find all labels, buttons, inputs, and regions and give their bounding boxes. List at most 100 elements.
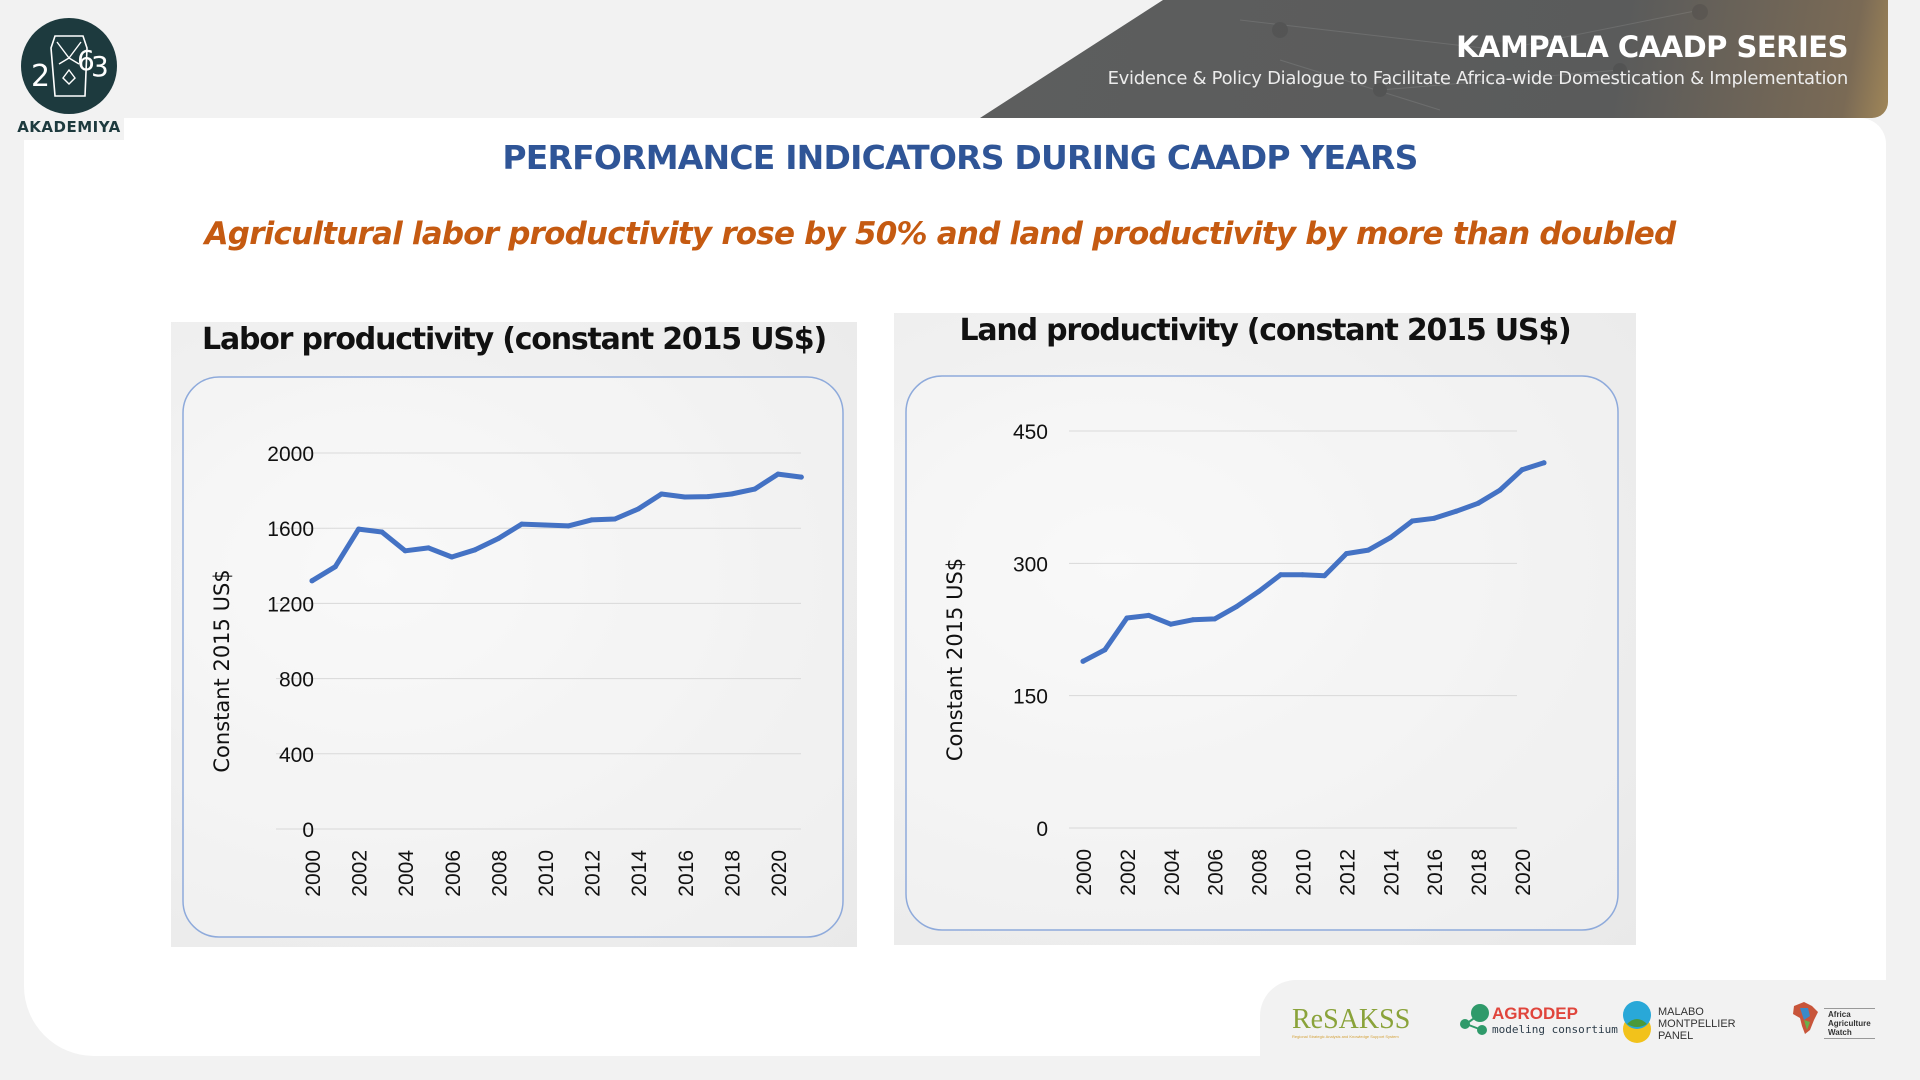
chart-title: Land productivity (constant 2015 US$) <box>959 313 1571 348</box>
x-tick-label: 2020 <box>768 850 791 897</box>
y-tick-label: 300 <box>1013 553 1048 576</box>
data-point <box>356 526 362 532</box>
data-point <box>1475 500 1481 506</box>
x-tick-label: 2018 <box>721 850 744 897</box>
data-point <box>449 554 455 560</box>
y-axis-label: Constant 2015 US$ <box>943 558 967 761</box>
series-title: KAMPALA CAADP SERIES <box>1456 30 1848 64</box>
agrodep-tagline: modeling consortium <box>1492 1023 1618 1036</box>
agrodep-network-icon <box>1460 1004 1489 1035</box>
x-tick-label: 2010 <box>535 850 558 897</box>
y-tick-label: 150 <box>1013 686 1048 709</box>
malabo-leaf-disc-icon <box>1623 1001 1651 1043</box>
y-tick-label: 400 <box>279 744 314 767</box>
x-tick-label: 2018 <box>1468 849 1491 896</box>
y-axis-label: Constant 2015 US$ <box>210 569 234 772</box>
y-tick-label: 800 <box>279 669 314 692</box>
x-tick-label: 2008 <box>1249 849 1272 896</box>
series-line <box>309 471 804 584</box>
resakss-name: ReSAKSS <box>1292 1004 1411 1035</box>
svg-text:2: 2 <box>31 59 50 94</box>
series-line <box>1080 460 1547 664</box>
x-tick-label: 2004 <box>395 850 418 897</box>
data-point <box>1300 572 1305 578</box>
y-tick-label: 0 <box>302 819 314 842</box>
x-tick-label: 2008 <box>488 850 511 897</box>
data-point <box>1541 460 1547 466</box>
data-point <box>659 491 664 497</box>
data-point <box>542 522 548 528</box>
data-point <box>752 486 758 492</box>
land-productivity-chart-panel: 0 150 300 450 2000 2002 2004 2006 2008 2010 2012 20… <box>894 313 1636 945</box>
y-tick-label: 450 <box>1013 421 1048 444</box>
land-productivity-chart: 0 150 300 450 2000 2002 2004 2006 2008 2010 2012 20… <box>905 375 1619 931</box>
x-tick-label: 2000 <box>1073 849 1096 896</box>
data-point <box>1387 535 1393 541</box>
agrodep-name: AGRODEP <box>1492 1004 1578 1023</box>
data-point <box>682 494 688 500</box>
data-point <box>1322 573 1327 579</box>
network-map-background-icon <box>1239 4 1708 111</box>
x-tick-label: 2002 <box>349 850 372 897</box>
x-tick-label: 2014 <box>1380 849 1403 896</box>
data-point <box>309 578 315 584</box>
series-banner: KAMPALA CAADP SERIES Evidence & Policy D… <box>980 0 1888 118</box>
data-point <box>635 506 641 512</box>
akademiya-logo: 2 6 3 AKADEMIYA <box>14 12 124 140</box>
resakss-logo: ReSAKSS Regional Strategic Analysis and … <box>1292 1004 1410 1039</box>
svg-text:6: 6 <box>77 44 95 77</box>
series-subtitle: Evidence & Policy Dialogue to Facilitate… <box>1107 68 1849 89</box>
data-point <box>705 494 711 500</box>
x-tick-label: 2016 <box>1424 849 1447 896</box>
data-point <box>1519 467 1525 473</box>
x-tick-label: 2006 <box>442 850 465 897</box>
resakss-tagline: Regional Strategic Analysis and Knowledg… <box>1292 1034 1399 1039</box>
page-title: PERFORMANCE INDICATORS DURING CAADP YEAR… <box>502 138 1418 177</box>
x-tick-label: 2000 <box>302 850 325 897</box>
akademiya-2063-emblem-icon: 2 6 3 <box>21 18 117 114</box>
x-tick-label: 2020 <box>1512 849 1535 896</box>
data-point <box>775 471 781 477</box>
data-point <box>1365 547 1371 553</box>
x-tick-label: 2016 <box>675 850 698 897</box>
data-point <box>1431 515 1437 521</box>
partner-logos-strip: ReSAKSS Regional Strategic Analysis and … <box>1260 980 1920 1080</box>
data-point <box>798 474 804 480</box>
x-tick-label: 2002 <box>1117 849 1140 896</box>
chart-title: Labor productivity (constant 2015 US$) <box>202 322 827 357</box>
data-point <box>1453 508 1459 514</box>
data-point <box>379 529 385 535</box>
data-point <box>1212 616 1218 622</box>
y-tick-label: 0 <box>1036 818 1048 841</box>
labor-productivity-chart-panel: 0 400 800 1200 1600 2000 2000 2002 2004 2006 2008 2… <box>171 322 857 947</box>
data-point <box>1343 551 1349 557</box>
data-point <box>1080 658 1086 664</box>
x-tick-label: 2006 <box>1205 849 1228 896</box>
africa-map-icon <box>1793 1002 1818 1034</box>
data-point <box>612 516 618 522</box>
y-tick-label: 1600 <box>267 518 314 541</box>
data-point <box>519 521 525 527</box>
malabo-name: MALABO MONTPELLIER PANEL <box>1658 1006 1736 1042</box>
x-tick-label: 2014 <box>628 850 651 897</box>
data-point <box>1278 572 1284 578</box>
x-tick-label: 2010 <box>1293 849 1316 896</box>
data-point <box>1497 487 1503 493</box>
data-point <box>1256 589 1262 595</box>
data-point <box>1234 604 1240 610</box>
data-point <box>589 517 595 523</box>
data-point <box>565 523 571 529</box>
data-point <box>1124 615 1130 621</box>
x-tick-label: 2004 <box>1161 849 1184 896</box>
data-point <box>1146 612 1152 618</box>
data-point <box>472 547 478 553</box>
y-tick-label: 1200 <box>267 593 314 616</box>
aaw-name: Africa Agriculture Watch <box>1824 1008 1875 1039</box>
data-point <box>1168 621 1174 627</box>
chart-frame <box>182 376 844 938</box>
y-tick-label: 2000 <box>267 443 314 466</box>
data-point <box>1102 647 1108 653</box>
svg-text:3: 3 <box>91 50 109 83</box>
x-tick-label: 2012 <box>1336 849 1359 896</box>
data-point <box>426 545 431 551</box>
